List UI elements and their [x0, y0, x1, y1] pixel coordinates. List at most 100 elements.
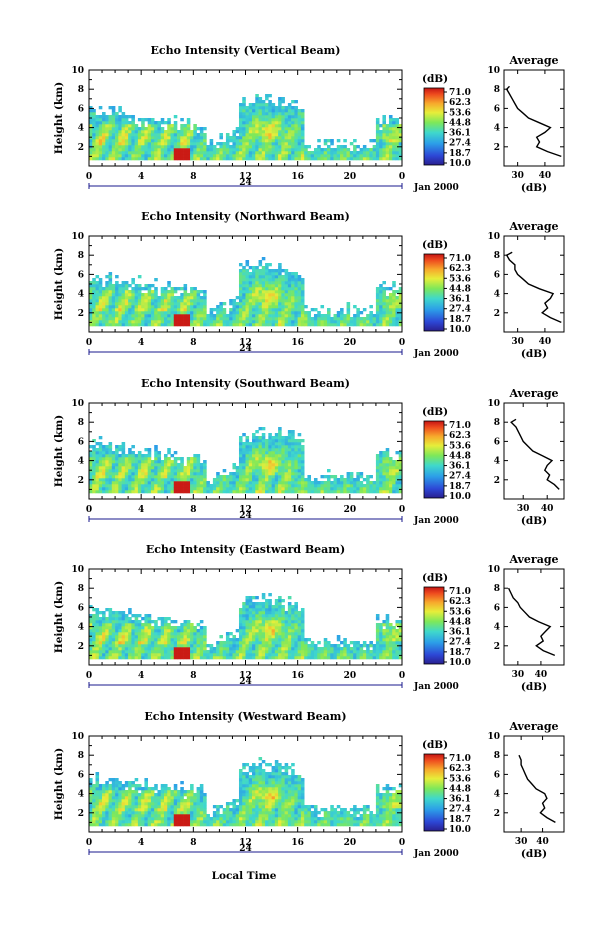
heatmap-cell	[131, 130, 135, 134]
heatmap-cell	[382, 451, 386, 455]
heatmap-cell	[310, 323, 315, 327]
heatmap-cell	[183, 145, 188, 149]
heatmap-cell	[115, 644, 119, 648]
heatmap-cell	[245, 142, 250, 146]
heatmap-cell	[268, 284, 272, 288]
heatmap-cell	[160, 148, 165, 152]
heatmap-cell	[323, 142, 328, 146]
heatmap-cell	[124, 647, 129, 651]
heatmap-cell	[95, 484, 100, 488]
heatmap-cell	[297, 457, 302, 461]
average-title: Average	[508, 387, 558, 400]
heatmap-cell	[252, 650, 256, 654]
heatmap-cell	[115, 611, 119, 615]
heatmap-cell	[105, 124, 109, 128]
heatmap-cell	[375, 629, 380, 633]
heatmap-cell	[242, 106, 246, 110]
heatmap-cell	[252, 275, 256, 279]
heatmap-cell	[225, 154, 230, 158]
heatmap-cell	[177, 484, 181, 488]
heatmap-cell	[265, 290, 269, 294]
heatmap-cell	[294, 121, 298, 125]
heatmap-cell	[232, 130, 237, 134]
heatmap-cell	[92, 139, 96, 143]
heatmap-cell	[177, 490, 181, 494]
heatmap-cell	[170, 632, 175, 636]
heatmap-cell	[137, 454, 142, 458]
heatmap-cell	[359, 647, 364, 651]
heatmap-cell	[115, 121, 119, 125]
heatmap-cell	[284, 629, 289, 633]
heatmap-cell	[265, 121, 269, 125]
heatmap-cell	[131, 305, 135, 309]
heatmap-cell	[118, 127, 122, 131]
heatmap-cell	[193, 317, 197, 321]
heatmap-cell	[225, 133, 230, 137]
heatmap-cell	[111, 617, 116, 621]
heatmap-cell	[242, 293, 246, 297]
heatmap-cell	[115, 641, 119, 645]
heatmap-cell	[379, 133, 383, 137]
heatmap-cell	[385, 484, 390, 488]
heatmap-cell	[186, 484, 191, 488]
heatmap-cell	[265, 299, 269, 303]
heatmap-cell	[124, 638, 129, 642]
heatmap-cell	[134, 629, 139, 633]
heatmap-cell	[242, 602, 246, 606]
heatmap-cell	[167, 451, 171, 455]
heatmap-cell	[242, 460, 246, 464]
heatmap-cell	[209, 311, 214, 315]
heatmap-cell	[128, 469, 132, 473]
heatmap-cell	[297, 611, 302, 615]
heatmap-cell	[287, 311, 292, 315]
heatmap-cell	[196, 139, 201, 143]
heatmap-cell	[128, 320, 132, 324]
heatmap-cell	[105, 463, 109, 467]
heatmap-cell	[137, 302, 142, 306]
heatmap-cell	[258, 278, 263, 282]
heatmap-cell	[157, 617, 162, 621]
heatmap-cell	[287, 302, 292, 306]
heatmap-cell	[356, 481, 360, 485]
heatmap-cell	[193, 481, 197, 485]
heatmap-cell	[245, 121, 250, 125]
heatmap-cell	[291, 112, 295, 116]
heatmap-cell	[160, 487, 165, 491]
heatmap-cell	[265, 638, 269, 642]
heatmap-cell	[167, 284, 171, 288]
heatmap-cell	[141, 308, 145, 312]
heatmap-cell	[245, 260, 250, 264]
heatmap-cell	[167, 647, 171, 651]
heatmap-cell	[190, 290, 194, 294]
heatmap-cell	[150, 478, 155, 482]
heatmap-cell	[177, 487, 181, 491]
heatmap-cell	[255, 638, 259, 642]
heatmap-cell	[278, 481, 282, 485]
heatmap-cell	[379, 124, 383, 128]
heatmap-cell	[395, 317, 400, 321]
heatmap-cell	[98, 620, 103, 624]
heatmap-cell	[134, 617, 139, 621]
heatmap-cell	[252, 269, 256, 273]
heatmap-cell	[193, 136, 197, 140]
heatmap-cell	[274, 466, 279, 470]
x-tick-label: 4	[138, 338, 144, 348]
heatmap-cell	[98, 641, 103, 645]
heatmap-cell	[271, 302, 276, 306]
heatmap-cell	[235, 469, 240, 473]
heatmap-cell	[102, 112, 106, 116]
heatmap-cell	[252, 317, 256, 321]
heatmap-cell	[163, 320, 168, 324]
heatmap-cell	[199, 139, 204, 143]
heatmap-cell	[379, 317, 383, 321]
heatmap-cell	[180, 118, 184, 122]
heatmap-cell	[398, 487, 403, 491]
heatmap-cell	[98, 124, 103, 128]
heatmap-cell	[274, 302, 279, 306]
heatmap-cell	[255, 296, 259, 300]
heatmap-cell	[281, 317, 285, 321]
heatmap-cell	[154, 133, 158, 137]
heatmap-cell	[180, 317, 184, 321]
heatmap-cell	[349, 481, 354, 485]
heatmap-cell	[177, 635, 181, 639]
